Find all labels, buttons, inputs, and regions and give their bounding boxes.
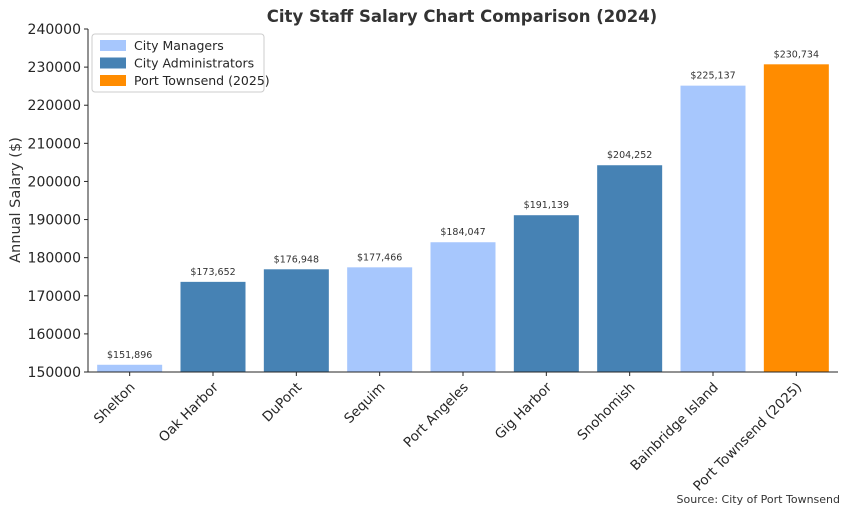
y-tick-label: 180000 — [28, 251, 81, 267]
bar-bainbridge-island — [680, 85, 746, 373]
y-tick-label: 230000 — [28, 60, 81, 76]
y-tick-label: 220000 — [28, 98, 81, 114]
x-tick-label: DuPont — [259, 380, 305, 426]
source-note: Source: City of Port Townsend — [677, 493, 840, 506]
y-tick-label: 210000 — [28, 136, 81, 152]
legend-box — [91, 33, 265, 93]
bar-dupont — [263, 269, 329, 372]
data-label: $191,139 — [524, 200, 569, 211]
bar-sequim — [347, 267, 413, 372]
legend-swatch — [100, 57, 126, 69]
legend-label: Port Townsend (2025) — [134, 73, 270, 88]
data-label: $173,652 — [190, 267, 235, 278]
legend: City Managers City Administrators Port Tow… — [91, 33, 270, 93]
bar-oak-harbor — [180, 281, 246, 372]
bar-snohomish — [597, 165, 663, 372]
x-tick-label: Port Angeles — [401, 380, 472, 451]
y-axis-label: Annual Salary ($) — [8, 137, 24, 263]
y-axis: 150000 160000 170000 180000 190000 200000 2100… — [28, 22, 89, 381]
y-tick-label: 240000 — [28, 22, 81, 38]
data-label: $184,047 — [440, 227, 485, 238]
bar-gig-harbor — [513, 215, 579, 372]
legend-swatch — [100, 75, 126, 86]
y-tick-label: 200000 — [28, 174, 81, 190]
x-tick-label: Snohomish — [574, 380, 638, 444]
data-label: $225,137 — [690, 71, 735, 82]
plot-area: $151,896 $173,652 $176,948 $177,466 $184,047… — [97, 49, 829, 373]
y-tick-label: 170000 — [28, 289, 81, 305]
x-axis: Shelton Oak Harbor DuPont Sequim Port Angele… — [88, 371, 838, 494]
bar-shelton — [97, 364, 163, 372]
data-label: $230,734 — [774, 49, 819, 60]
x-tick-label: Shelton — [91, 380, 139, 428]
legend-swatch — [100, 40, 126, 51]
data-label: $177,466 — [357, 252, 402, 263]
data-label: $176,948 — [274, 254, 319, 265]
legend-label: City Managers — [134, 38, 224, 53]
legend-label: City Administrators — [134, 56, 254, 71]
bar-port-townsend-2025 — [763, 64, 829, 373]
bar-port-angeles — [430, 242, 496, 372]
x-tick-label: Oak Harbor — [156, 379, 222, 445]
y-tick-label: 190000 — [28, 213, 81, 229]
x-tick-label: Bainbridge Island — [627, 380, 721, 474]
x-tick-label: Gig Harbor — [492, 379, 556, 443]
data-label: $204,252 — [607, 150, 652, 161]
y-tick-label: 150000 — [28, 365, 81, 381]
y-tick-label: 160000 — [28, 327, 81, 343]
chart-title: City Staff Salary Chart Comparison (2024… — [267, 7, 657, 26]
x-tick-label: Sequim — [341, 380, 388, 427]
data-label: $151,896 — [107, 350, 152, 361]
